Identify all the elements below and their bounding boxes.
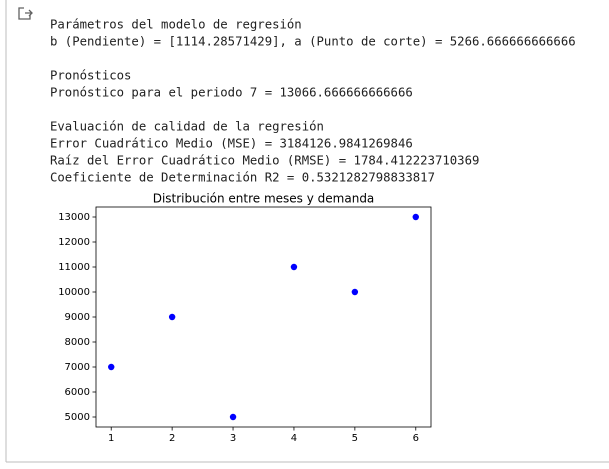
- x-tick-label: 4: [291, 433, 297, 444]
- point: [290, 263, 298, 271]
- output-line: Raíz del Error Cuadrático Medio (RMSE) =…: [50, 154, 479, 168]
- point: [108, 363, 115, 371]
- x-tick-label: 3: [230, 433, 236, 444]
- y-tick-label: 6000: [65, 387, 90, 398]
- y-tick-label: 9000: [65, 312, 90, 323]
- chart-title: Distribución entre meses y demanda: [153, 192, 375, 206]
- plot-area: [95, 206, 432, 428]
- point: [168, 313, 176, 321]
- x-tick-label: 6: [413, 433, 419, 444]
- point: [412, 213, 419, 221]
- y-tick-label: 5000: [65, 412, 90, 423]
- y-tick-label: 7000: [65, 362, 90, 373]
- y-tick-label: 10000: [58, 287, 90, 298]
- output-line: Parámetros del modelo de regresión: [50, 18, 302, 32]
- output-line: Evaluación de calidad de la regresión: [50, 120, 324, 134]
- x-tick-label: 2: [169, 433, 175, 444]
- output-line: Error Cuadrático Medio (MSE) = 3184126.9…: [50, 137, 413, 151]
- y-tick-label: 12000: [58, 237, 90, 248]
- output-icon[interactable]: [18, 7, 33, 20]
- x-tick-label: 5: [352, 433, 358, 444]
- point: [351, 288, 359, 296]
- point: [229, 413, 237, 421]
- output-line: b (Pendiente) = [1114.28571429], a (Punt…: [50, 35, 576, 49]
- output-line: Coeficiente de Determinación R2 = 0.5321…: [50, 171, 435, 185]
- y-tick-label: 8000: [65, 337, 90, 348]
- x-tick-label: 1: [108, 433, 114, 444]
- y-tick-label: 13000: [58, 212, 90, 223]
- y-tick-label: 11000: [58, 262, 90, 273]
- output-line: Pronósticos: [50, 69, 131, 83]
- output-line: Pronóstico para el periodo 7 = 13066.666…: [50, 86, 413, 100]
